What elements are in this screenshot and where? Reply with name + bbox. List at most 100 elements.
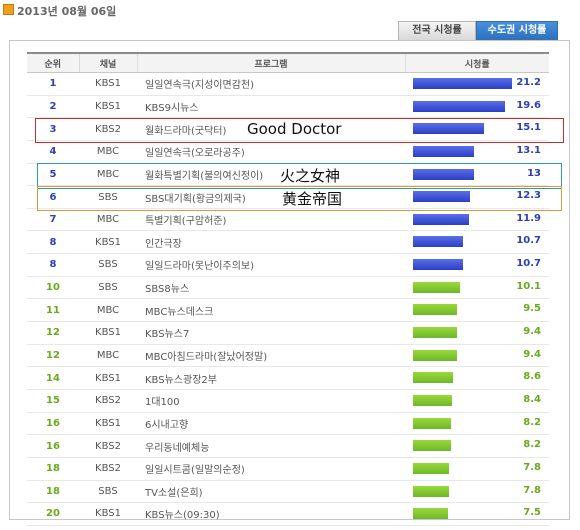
rating-bar — [413, 349, 457, 361]
rating-bar — [413, 236, 463, 248]
rating-cell: 7.8 — [405, 480, 549, 504]
table-row: 6 SBS SBS대기획(황금의제국) 12.3 — [27, 185, 549, 209]
rating-cell: 13.1 — [405, 140, 549, 164]
program-cell[interactable]: KBS뉴스광장2부 — [137, 366, 405, 390]
program-cell[interactable]: TV소설(은희) — [137, 480, 405, 504]
col-header-channel: 채널 — [78, 52, 137, 73]
program-cell[interactable]: KBS뉴스(09:30) — [137, 502, 405, 526]
rating-bar — [413, 78, 512, 89]
rank-cell: 10 — [27, 276, 79, 300]
calendar-icon — [3, 4, 14, 15]
rating-cell: 8.4 — [405, 389, 549, 413]
channel-cell: KBS1 — [79, 321, 137, 345]
table-header: 순위 채널 프로그램 시청률 — [27, 52, 549, 73]
date-label: 2013년 08월 06일 — [17, 5, 117, 18]
channel-cell: KBS1 — [79, 72, 137, 96]
channel-cell: SBS — [79, 480, 137, 504]
program-cell[interactable]: 월화드라마(굿닥터) — [137, 117, 405, 141]
rating-bar — [413, 304, 457, 316]
rating-bar — [413, 372, 453, 384]
program-cell[interactable]: 우리동네예체능 — [137, 434, 405, 458]
channel-cell: KBS1 — [79, 412, 137, 436]
channel-cell: KBS1 — [79, 230, 137, 255]
rating-value: 9.5 — [523, 303, 541, 315]
table-row: 11 MBC MBC뉴스데스크 9.5 — [27, 298, 549, 323]
program-cell[interactable]: 6시내고향 — [137, 412, 405, 436]
rating-value: 10.1 — [516, 280, 541, 292]
rating-value: 8.2 — [523, 439, 541, 451]
program-cell[interactable]: SBS8뉴스 — [137, 276, 405, 300]
rating-value: 15.1 — [516, 122, 541, 134]
rating-cell: 15.1 — [405, 117, 549, 141]
channel-cell: MBC — [79, 208, 137, 232]
rating-cell: 10.7 — [405, 230, 549, 255]
program-cell[interactable]: MBC뉴스데스크 — [137, 298, 405, 323]
channel-cell: SBS — [79, 185, 137, 209]
channel-cell: MBC — [79, 163, 137, 187]
program-cell[interactable]: 특별기획(구암허준) — [137, 208, 405, 232]
rating-value: 8.4 — [523, 393, 541, 405]
program-cell[interactable]: 인간극장 — [137, 230, 405, 255]
channel-cell: SBS — [79, 276, 137, 300]
program-cell[interactable]: 일일연속극(오로라공주) — [137, 140, 405, 164]
rating-bar — [413, 440, 451, 452]
program-cell[interactable]: 일일시트콤(일말의순정) — [137, 457, 405, 481]
rank-cell: 7 — [27, 208, 79, 232]
ratings-panel: 순위 채널 프로그램 시청률 1 KBS1 일일연속극(지성이면감천) 21.2 2 KB… — [9, 40, 570, 526]
channel-cell: MBC — [79, 140, 137, 164]
rating-value: 7.5 — [523, 507, 541, 519]
rating-cell: 8.2 — [405, 434, 549, 458]
table-row: 3 KBS2 월화드라마(굿닥터) 15.1 — [27, 117, 549, 141]
rating-bar — [413, 327, 457, 339]
rating-cell: 8.6 — [405, 366, 549, 390]
rating-value: 9.4 — [523, 326, 541, 338]
rating-value: 7.8 — [523, 461, 541, 473]
program-cell[interactable]: MBC아침드라마(잘났어정말) — [137, 344, 405, 368]
rating-bar — [413, 145, 474, 157]
tab-capital-ratings[interactable]: 수도권 시청률 — [476, 21, 558, 40]
program-cell[interactable]: 1대100 — [137, 389, 405, 413]
col-header-rank: 순위 — [27, 52, 79, 73]
channel-cell: KBS2 — [79, 389, 137, 413]
table-row: 4 MBC 일일연속극(오로라공주) 13.1 — [27, 140, 549, 164]
rating-value: 8.6 — [523, 371, 541, 383]
tab-national-ratings[interactable]: 전국 시청률 — [398, 21, 476, 40]
rating-cell: 9.5 — [405, 298, 549, 323]
table-row: 8 KBS1 인간극장 10.7 — [27, 230, 549, 255]
rank-cell: 5 — [27, 163, 79, 187]
rank-cell: 8 — [27, 253, 79, 277]
rank-cell: 16 — [27, 412, 79, 436]
rating-value: 10.7 — [516, 235, 541, 247]
rank-cell: 14 — [27, 366, 79, 390]
col-header-rating: 시청률 — [404, 52, 549, 73]
program-cell[interactable]: 일일드라마(못난이주의보) — [137, 253, 405, 277]
table-row: 16 KBS2 우리동네예체능 8.2 — [27, 434, 549, 458]
table-row: 15 KBS2 1대100 8.4 — [27, 389, 549, 413]
table-row: 18 KBS2 일일시트콤(일말의순정) 7.8 — [27, 457, 549, 481]
rating-cell: 11.9 — [405, 208, 549, 232]
rating-value: 10.7 — [516, 258, 541, 270]
rating-bar — [413, 123, 484, 135]
channel-cell: MBC — [79, 298, 137, 323]
channel-cell: KBS2 — [79, 457, 137, 481]
channel-cell: KBS1 — [79, 502, 137, 526]
program-cell[interactable]: 일일연속극(지성이면감천) — [137, 72, 405, 96]
rank-cell: 4 — [27, 140, 79, 164]
rating-value: 21.2 — [516, 77, 541, 88]
rating-bar — [413, 259, 463, 271]
rating-value: 7.8 — [523, 484, 541, 496]
rating-bar — [413, 394, 452, 406]
rating-bar — [413, 100, 505, 112]
program-cell[interactable]: 월화특별기획(불의여신정이) — [137, 163, 405, 187]
program-cell[interactable]: KBS뉴스7 — [137, 321, 405, 345]
rating-cell: 8.2 — [405, 412, 549, 436]
rating-value: 11.9 — [516, 212, 541, 224]
table-row: 12 MBC MBC아침드라마(잘났어정말) 9.4 — [27, 344, 549, 368]
rank-cell: 15 — [27, 389, 79, 413]
channel-cell: SBS — [79, 253, 137, 277]
program-cell[interactable]: KBS9시뉴스 — [137, 95, 405, 119]
table-row: 10 SBS SBS8뉴스 10.1 — [27, 276, 549, 300]
program-cell[interactable]: SBS대기획(황금의제국) — [137, 185, 405, 209]
channel-cell: KBS1 — [79, 95, 137, 119]
rank-cell: 12 — [27, 344, 79, 368]
